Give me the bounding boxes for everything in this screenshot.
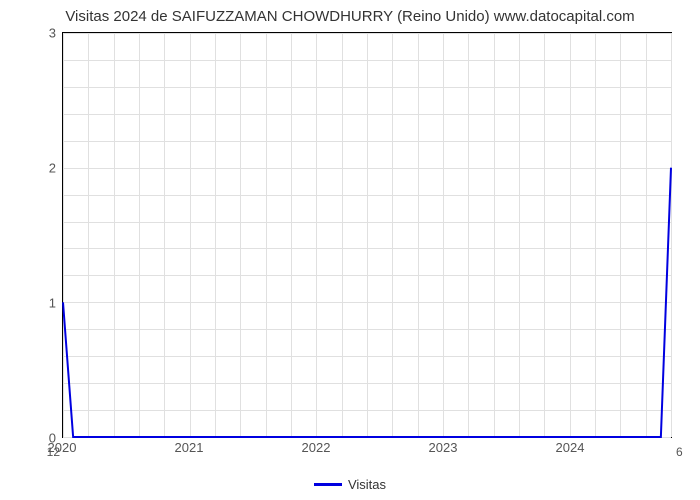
ytick-3: 3 [49, 26, 56, 41]
xtick-2021: 2021 [175, 440, 204, 455]
legend-swatch [314, 483, 342, 486]
legend: Visitas [0, 476, 700, 492]
xtick-2023: 2023 [429, 440, 458, 455]
series-line [63, 168, 671, 437]
xtick-2024: 2024 [556, 440, 585, 455]
chart-title: Visitas 2024 de SAIFUZZAMAN CHOWDHURRY (… [0, 8, 700, 25]
y-extra-right: 6 [676, 445, 683, 459]
xtick-2022: 2022 [302, 440, 331, 455]
ytick-2: 2 [49, 161, 56, 176]
legend-label: Visitas [348, 477, 386, 492]
chart-container: { "chart": { "type": "line", "title": "V… [0, 0, 700, 500]
plot-area [62, 32, 672, 438]
ytick-1: 1 [49, 296, 56, 311]
xtick-2020: 2020 [48, 440, 77, 455]
series-layer [63, 33, 671, 437]
